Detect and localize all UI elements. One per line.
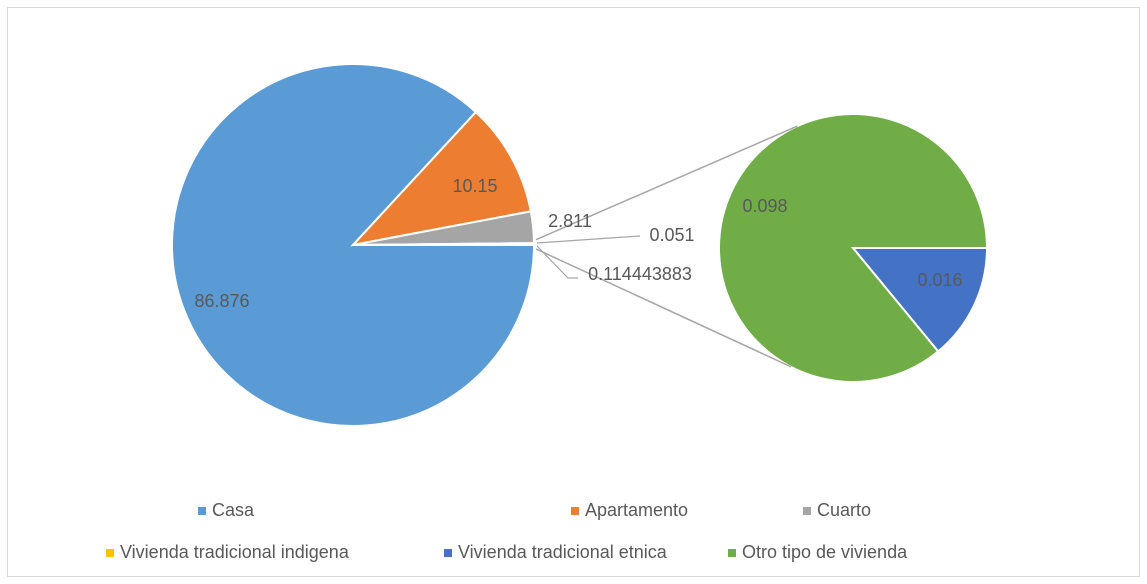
- legend-swatch: [728, 549, 736, 557]
- pie-slice: [350, 110, 533, 247]
- legend-swatch: [803, 507, 811, 515]
- legend-swatch: [571, 507, 579, 515]
- legend-label: Vivienda tradicional indigena: [120, 542, 350, 562]
- pie-slice: [718, 113, 989, 383]
- legend-label: Cuarto: [817, 500, 871, 520]
- leader-line: [536, 245, 578, 279]
- leader-line: [536, 235, 641, 244]
- legend-label: Otro tipo de vivienda: [742, 542, 908, 562]
- data-label: 0.051: [649, 225, 694, 245]
- legend-label: Casa: [212, 500, 255, 520]
- data-label: 0.098: [742, 196, 787, 216]
- data-label: 86.876: [194, 291, 249, 311]
- legend-swatch: [444, 549, 452, 557]
- legend-label: Vivienda tradicional etnica: [458, 542, 668, 562]
- pie-slice: [352, 242, 536, 246]
- pie-slice: [850, 247, 989, 353]
- data-label: 10.15: [452, 176, 497, 196]
- data-label: 0.016: [917, 270, 962, 290]
- connector-line: [535, 248, 792, 368]
- connector-line: [535, 125, 798, 241]
- data-label: 2.811: [548, 211, 592, 231]
- data-label: 0.114443883: [588, 264, 692, 284]
- legend-swatch: [106, 549, 114, 557]
- legend-swatch: [198, 507, 206, 515]
- legend-label: Apartamento: [585, 500, 688, 520]
